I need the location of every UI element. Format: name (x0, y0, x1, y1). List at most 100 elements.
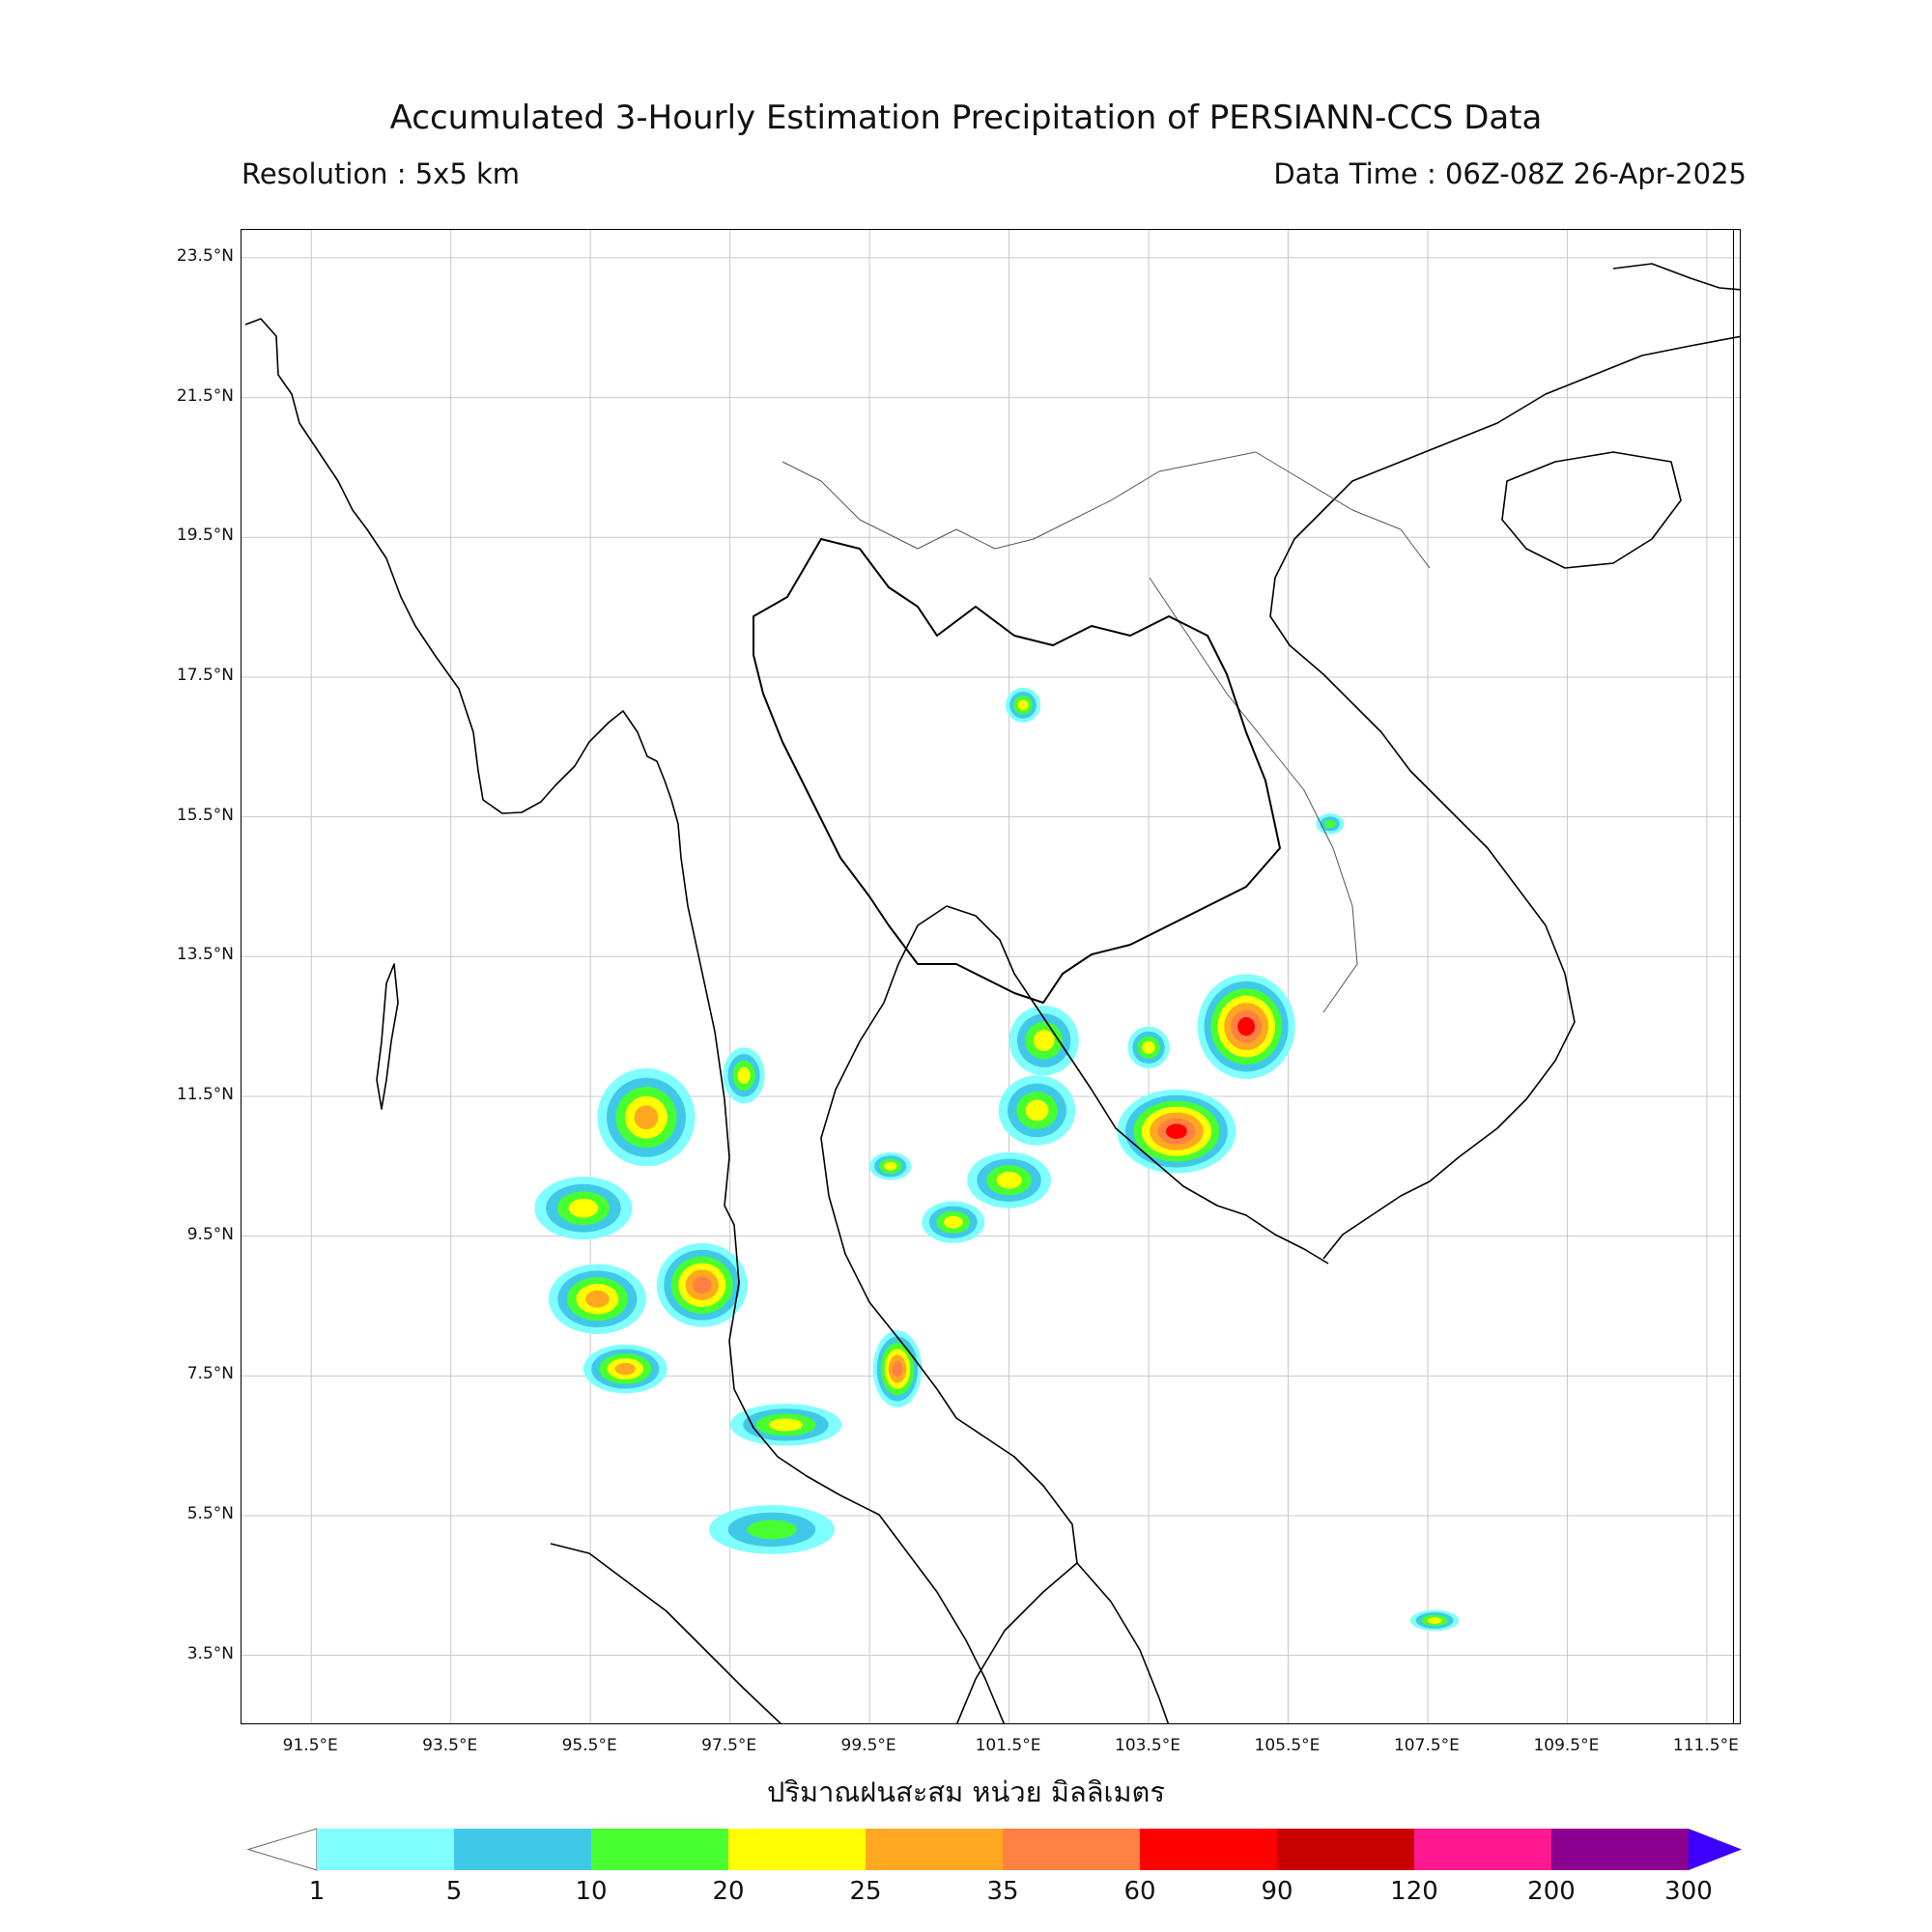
rain-contour (1025, 1099, 1049, 1122)
rain-cell (998, 1075, 1076, 1146)
rain-contour (884, 1161, 897, 1171)
lon-tick-label: 99.5°E (840, 1736, 896, 1755)
lon-tick-label: 101.5°E (975, 1736, 1041, 1755)
colorbar-level-label: 10 (575, 1877, 608, 1906)
lon-tick-label: 95.5°E (561, 1736, 617, 1755)
colorbar-segment (866, 1829, 1003, 1870)
thailand-border (753, 538, 1281, 1004)
rain-cell (582, 1344, 668, 1394)
rain-cell (1009, 1005, 1079, 1076)
rain-cell (708, 1505, 835, 1554)
rain-contour (892, 1360, 903, 1378)
rain-cell (1127, 1026, 1170, 1069)
coastline-sumatra (550, 1543, 782, 1723)
lon-tick-label: 109.5°E (1533, 1736, 1600, 1755)
coastline-gulf (820, 905, 1329, 1723)
rain-contour (614, 1362, 636, 1376)
rain-cell (1117, 1089, 1236, 1174)
coastline-myanmar (244, 318, 740, 1342)
lat-tick-label: 5.5°N (186, 1503, 234, 1523)
lon-tick-label: 97.5°E (701, 1736, 757, 1755)
border-mainland (781, 451, 1431, 569)
colorbar-level-label: 25 (849, 1877, 882, 1906)
rain-cell (1005, 687, 1041, 723)
coastlines-and-borders (244, 263, 1740, 1723)
colorbar-level-label: 35 (986, 1877, 1019, 1906)
map-title: Accumulated 3-Hourly Estimation Precipit… (389, 99, 1543, 137)
rain-contour (1324, 819, 1336, 829)
rain-contour (568, 1198, 599, 1218)
colorbar-level-label: 300 (1664, 1877, 1713, 1906)
rain-cell (1197, 974, 1295, 1079)
precipitation-field (534, 687, 1460, 1632)
rain-cell (1316, 813, 1345, 835)
lat-tick-label: 3.5°N (186, 1643, 234, 1663)
colorbar-level-label: 90 (1261, 1877, 1293, 1906)
rain-cell (729, 1404, 842, 1446)
border-laos (1149, 577, 1358, 1013)
colorbar-segment (1140, 1829, 1277, 1870)
rain-cell (869, 1151, 912, 1180)
coastline-vietnam (1269, 335, 1740, 1260)
coastline-hainan (1501, 451, 1682, 569)
colorbar-segment (454, 1829, 591, 1870)
lat-tick-label: 19.5°N (176, 526, 234, 546)
rain-contour (943, 1215, 963, 1229)
colorbar-level-label: 1 (308, 1877, 326, 1906)
colorbar-segment (1003, 1829, 1140, 1870)
coastline-china (1612, 263, 1740, 291)
coastline-peninsula-west (728, 1340, 1006, 1723)
rain-contour (1237, 1016, 1256, 1037)
rain-contour (634, 1105, 659, 1130)
lon-tick-label: 91.5°E (282, 1736, 338, 1755)
map-panel (241, 229, 1741, 1724)
colorbar-segment (728, 1829, 866, 1870)
lat-tick-label: 15.5°N (176, 805, 234, 825)
lat-tick-label: 17.5°N (176, 665, 234, 685)
data-time-label: Data Time : 06Z-08Z 26-Apr-2025 (1273, 157, 1747, 190)
colorbar-segment (1551, 1829, 1689, 1870)
lon-tick-label: 111.5°E (1672, 1736, 1739, 1755)
x-axis-label: ปริมาณฝนสะสม หน่วย มิลลิเมตร (767, 1776, 1165, 1808)
rain-contour (584, 1290, 610, 1308)
rain-cell (1409, 1609, 1460, 1632)
rain-contour (768, 1418, 803, 1432)
graticule (242, 230, 1740, 1723)
lon-tick-label: 107.5°E (1393, 1736, 1460, 1755)
map-canvas (242, 230, 1740, 1723)
rain-contour (747, 1520, 797, 1540)
rain-cell (597, 1068, 696, 1167)
rain-contour (1427, 1617, 1442, 1624)
coastline-andaman (376, 963, 399, 1110)
rain-cell (534, 1177, 633, 1240)
lat-tick-label: 21.5°N (176, 385, 234, 406)
lat-tick-label: 11.5°N (176, 1084, 234, 1104)
rain-contour (693, 1276, 712, 1294)
resolution-label: Resolution : 5x5 km (242, 157, 521, 190)
colorbar-level-label: 200 (1527, 1877, 1576, 1906)
lat-tick-label: 9.5°N (186, 1224, 234, 1244)
rain-cell (872, 1330, 923, 1407)
rain-contour (1033, 1030, 1055, 1052)
colorbar-segment (1277, 1829, 1414, 1870)
colorbar-level-label: 60 (1123, 1877, 1156, 1906)
rain-contour (1165, 1123, 1187, 1139)
colorbar-level-label: 5 (445, 1877, 463, 1906)
rain-cell (656, 1242, 748, 1327)
lon-tick-label: 93.5°E (422, 1736, 478, 1755)
rain-contour (1017, 699, 1029, 711)
rain-cell (548, 1264, 646, 1334)
rain-cell (723, 1047, 765, 1104)
lat-tick-label: 23.5°N (176, 245, 234, 266)
colorbar-level-label: 20 (712, 1877, 745, 1906)
colorbar-segment (1414, 1829, 1551, 1870)
colorbar-level-label: 120 (1390, 1877, 1438, 1906)
coastline-malaya-east (1076, 1562, 1170, 1723)
colorbar-under-triangle (246, 1828, 318, 1871)
lat-tick-label: 7.5°N (186, 1364, 234, 1384)
rain-contour (996, 1172, 1022, 1189)
colorbar-segment (317, 1829, 454, 1870)
rain-contour (737, 1066, 751, 1085)
rain-cell (922, 1201, 985, 1243)
lat-tick-label: 13.5°N (176, 945, 234, 965)
